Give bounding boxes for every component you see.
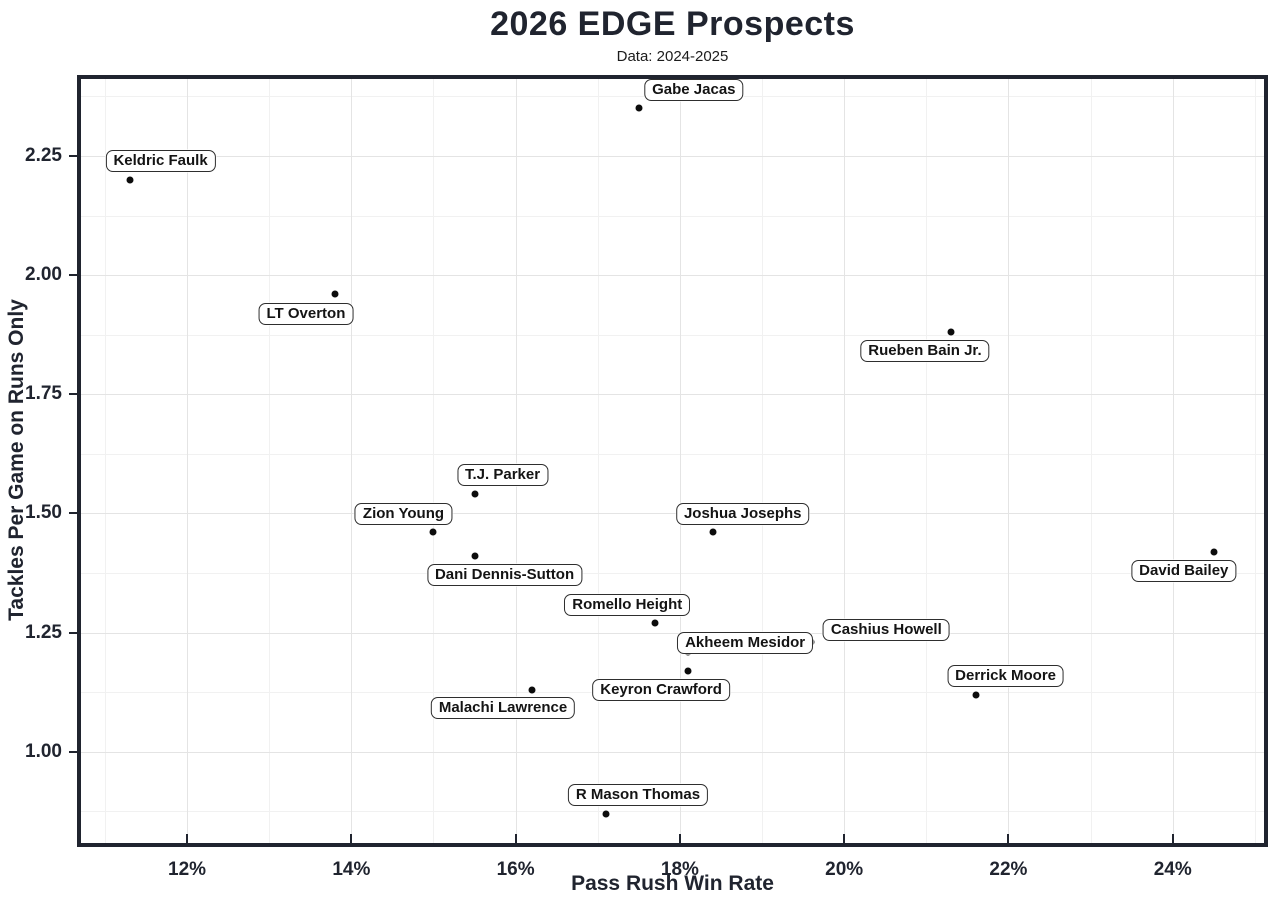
x-tick-label: 22% xyxy=(989,859,1028,880)
point-label-lt-overton: LT Overton xyxy=(258,303,354,326)
data-point-t-j-parker xyxy=(471,490,479,498)
grid-line-x-minor xyxy=(433,75,435,847)
plot-area: 12% 14% 16% 18% 20% 22% 24% 1.00 1.25 1.50 1.75 2.0… xyxy=(25,75,1268,880)
point-label-t-j-parker: T.J. Parker xyxy=(457,464,549,487)
point-label-romello-height: Romello Height xyxy=(564,594,691,617)
grid-line-x-minor xyxy=(762,75,764,847)
point-label-dani-dennis-sutton: Dani Dennis-Sutton xyxy=(426,564,583,587)
data-point-rueben-bain-jr xyxy=(947,328,955,336)
grid-line-x-major xyxy=(844,75,846,847)
grid-line-x-minor xyxy=(269,75,271,847)
y-tick-mark xyxy=(69,631,77,634)
x-tick-mark xyxy=(1007,834,1010,843)
grid-line-x-major xyxy=(1008,75,1010,847)
data-point-dani-dennis-sutton xyxy=(471,552,479,560)
data-point-romello-height xyxy=(651,619,659,627)
point-label-joshua-josephs: Joshua Josephs xyxy=(675,503,810,526)
data-point-lt-overton xyxy=(331,290,339,298)
grid-line-x-major xyxy=(187,75,189,847)
grid-line-y-major xyxy=(77,275,1268,277)
x-tick-label: 16% xyxy=(496,859,535,880)
y-tick-label: 1.00 xyxy=(25,740,62,762)
data-point-r-mason-thomas xyxy=(602,810,610,818)
x-tick-mark xyxy=(1171,834,1174,843)
x-axis-title: Pass Rush Win Rate xyxy=(571,872,774,895)
y-tick-mark xyxy=(69,274,77,277)
data-point-derrick-moore xyxy=(972,691,980,698)
point-label-cashius-howell: Cashius Howell xyxy=(822,619,950,642)
plot-border xyxy=(77,75,1268,847)
grid-line-y-minor xyxy=(77,215,1268,217)
x-tick-mark xyxy=(350,834,353,843)
x-tick-mark xyxy=(678,834,681,843)
data-point-keldric-faulk xyxy=(126,176,134,184)
grid-line-y-minor xyxy=(77,334,1268,336)
y-axis-title: Tackles Per Game on Runs Only xyxy=(5,299,28,621)
grid-line-y-major xyxy=(77,632,1268,634)
point-label-zion-young: Zion Young xyxy=(354,503,453,526)
grid-line-x-major xyxy=(515,75,517,847)
point-label-david-bailey: David Bailey xyxy=(1131,559,1237,582)
grid-line-y-minor xyxy=(77,811,1268,813)
x-tick-label: 18% xyxy=(660,859,699,880)
grid-line-x-major xyxy=(351,75,353,847)
grid-line-y-major xyxy=(77,513,1268,515)
chart-title: 2026 EDGE Prospects xyxy=(490,5,855,43)
point-label-derrick-moore: Derrick Moore xyxy=(947,664,1065,687)
point-label-keyron-crawford: Keyron Crawford xyxy=(592,678,730,701)
data-point-gabe-jacas xyxy=(635,104,643,112)
point-label-gabe-jacas: Gabe Jacas xyxy=(644,79,744,102)
point-label-akheem-mesidor: Akheem Mesidor xyxy=(677,631,814,654)
point-label-keldric-faulk: Keldric Faulk xyxy=(105,149,216,172)
y-tick-label: 1.50 xyxy=(25,502,62,524)
x-tick-label: 14% xyxy=(332,859,371,880)
grid-line-x-minor xyxy=(104,75,106,847)
data-point-zion-young xyxy=(429,528,437,536)
data-point-joshua-josephs xyxy=(709,528,717,536)
grid-line-y-minor xyxy=(77,453,1268,455)
data-point-malachi-lawrence xyxy=(528,686,536,694)
x-tick-label: 24% xyxy=(1153,859,1192,880)
y-tick-label: 2.25 xyxy=(25,145,62,166)
grid-line-y-minor xyxy=(77,572,1268,574)
y-tick-label: 1.75 xyxy=(25,383,62,405)
data-point-david-bailey xyxy=(1210,548,1218,556)
grid-line-x-minor xyxy=(597,75,599,847)
x-tick-label: 20% xyxy=(825,859,864,880)
grid-line-x-minor xyxy=(1090,75,1092,847)
y-tick-mark xyxy=(69,512,77,515)
y-tick-label: 1.25 xyxy=(25,621,62,643)
y-tick-label: 2.00 xyxy=(25,264,62,286)
x-tick-mark xyxy=(843,834,846,843)
x-tick-label: 12% xyxy=(168,859,207,880)
y-tick-mark xyxy=(69,393,77,396)
y-tick-mark xyxy=(69,155,77,157)
grid-line-y-major xyxy=(77,156,1268,157)
grid-line-y-major xyxy=(77,751,1268,753)
x-tick-mark xyxy=(514,834,517,843)
x-tick-mark xyxy=(186,834,189,843)
point-label-malachi-lawrence: Malachi Lawrence xyxy=(430,696,576,719)
grid-line-y-major xyxy=(77,394,1268,396)
grid-line-x-minor xyxy=(926,75,928,847)
y-tick-mark xyxy=(69,750,77,753)
point-label-r-mason-thomas: R Mason Thomas xyxy=(567,783,709,806)
grid-line-x-minor xyxy=(1254,75,1256,847)
grid-line-x-major xyxy=(679,75,681,847)
data-point-keyron-crawford xyxy=(684,667,692,675)
point-label-rueben-bain-jr: Rueben Bain Jr. xyxy=(860,340,990,363)
grid-line-x-major xyxy=(1172,75,1174,847)
chart-subtitle: Data: 2024-2025 xyxy=(616,48,729,65)
